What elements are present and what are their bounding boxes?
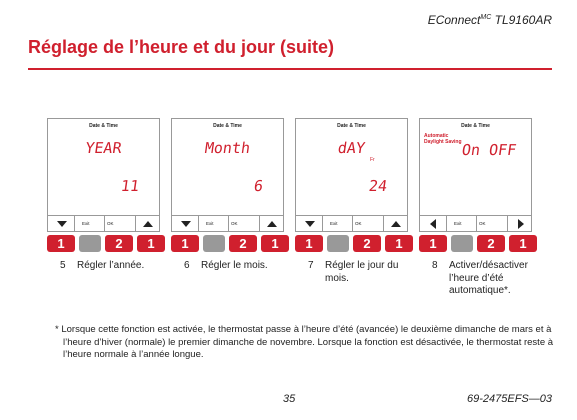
- brand: EConnect: [427, 13, 481, 27]
- ok-label: OK: [107, 221, 114, 226]
- key: 2: [477, 235, 505, 252]
- arrow: [143, 221, 153, 227]
- screen-title: Date & Time: [89, 123, 118, 129]
- display-line1: dAY: [336, 139, 367, 157]
- button-row: Exit OK: [295, 215, 408, 232]
- key: 1: [47, 235, 75, 252]
- arrow: [57, 221, 67, 227]
- doc-code: 69-2475EFS—03: [467, 393, 552, 405]
- screen: Date & Time dAY Fr 24: [295, 118, 408, 216]
- key: 2: [353, 235, 381, 252]
- step-text: Activer/désactiver l’heure d’été automat…: [449, 260, 528, 296]
- key: 1: [261, 235, 289, 252]
- exit-label: Exit: [82, 221, 90, 226]
- exit-label: Exit: [330, 221, 338, 226]
- key: 1: [419, 235, 447, 252]
- ok-label: OK: [479, 221, 486, 226]
- header: EConnectMC TL9160AR: [428, 13, 552, 27]
- title: Réglage de l’heure et du jour (suite): [28, 37, 335, 57]
- step-number: 5: [60, 260, 66, 271]
- display-line2: 6: [252, 177, 265, 195]
- key-blank: [203, 235, 225, 252]
- divider: [322, 215, 323, 231]
- arrow-right-button: [389, 217, 403, 235]
- screen: Date & Time YEAR 11: [47, 118, 160, 216]
- button-row: Exit OK: [419, 215, 532, 232]
- arrow-left-button: [427, 217, 441, 235]
- step-text: Régler l’année.: [77, 260, 145, 271]
- arrow-left-button: [55, 217, 69, 235]
- key: 1: [295, 235, 323, 252]
- divider: [104, 215, 105, 231]
- arrow-right-button: [265, 217, 279, 235]
- key: 1: [171, 235, 199, 252]
- ok-label: OK: [231, 221, 238, 226]
- display-line1: On OFF: [460, 141, 518, 159]
- divider: [446, 215, 447, 231]
- key-blank: [327, 235, 349, 252]
- step-text: Régler le mois.: [201, 260, 268, 271]
- step-text: Régler le jour du mois.: [325, 260, 399, 284]
- key: 2: [229, 235, 257, 252]
- ok-label: OK: [355, 221, 362, 226]
- divider: [476, 215, 477, 231]
- arrow: [305, 221, 315, 227]
- button-row: Exit OK: [171, 215, 284, 232]
- display-line2: 24: [367, 177, 389, 195]
- step-number: 8: [432, 260, 438, 271]
- divider: [507, 215, 508, 231]
- arrow-right-button: [141, 217, 155, 235]
- divider: [383, 215, 384, 231]
- display-line1: Month: [203, 139, 252, 157]
- arrow: [181, 221, 191, 227]
- display-sub: Fr: [370, 157, 375, 163]
- arrow-left-button: [179, 217, 193, 235]
- screen-title: Date & Time: [213, 123, 242, 129]
- screen-title: Date & Time: [461, 123, 490, 129]
- step-number: 6: [184, 260, 190, 271]
- key-blank: [451, 235, 473, 252]
- divider: [259, 215, 260, 231]
- divider: [352, 215, 353, 231]
- arrow: [267, 221, 277, 227]
- model: TL9160AR: [494, 13, 552, 27]
- arrow-right-button: [513, 217, 527, 235]
- divider: [74, 215, 75, 231]
- screen-title: Date & Time: [337, 123, 366, 129]
- exit-label: Exit: [454, 221, 462, 226]
- key: 1: [385, 235, 413, 252]
- arrow: [518, 219, 524, 229]
- screen: Date & Time Month 6: [171, 118, 284, 216]
- key: 1: [509, 235, 537, 252]
- exit-label: Exit: [206, 221, 214, 226]
- screen: Date & Time Automatic Daylight Saving On O…: [419, 118, 532, 216]
- display-line1: YEAR: [84, 139, 123, 157]
- key: 2: [105, 235, 133, 252]
- brand-sup: MC: [480, 14, 492, 21]
- screen-note: Automatic Daylight Saving: [424, 133, 462, 145]
- divider: [135, 215, 136, 231]
- arrow-left-button: [303, 217, 317, 235]
- page-number: 35: [283, 393, 296, 405]
- divider: [198, 215, 199, 231]
- divider: [228, 215, 229, 231]
- rule: [28, 68, 552, 70]
- arrow: [391, 221, 401, 227]
- footnote: * Lorsque cette fonction est activée, le…: [55, 324, 554, 360]
- key-blank: [79, 235, 101, 252]
- step-number: 7: [308, 260, 314, 271]
- key: 1: [137, 235, 165, 252]
- arrow: [430, 219, 436, 229]
- button-row: Exit OK: [47, 215, 160, 232]
- display-line2: 11: [119, 177, 141, 195]
